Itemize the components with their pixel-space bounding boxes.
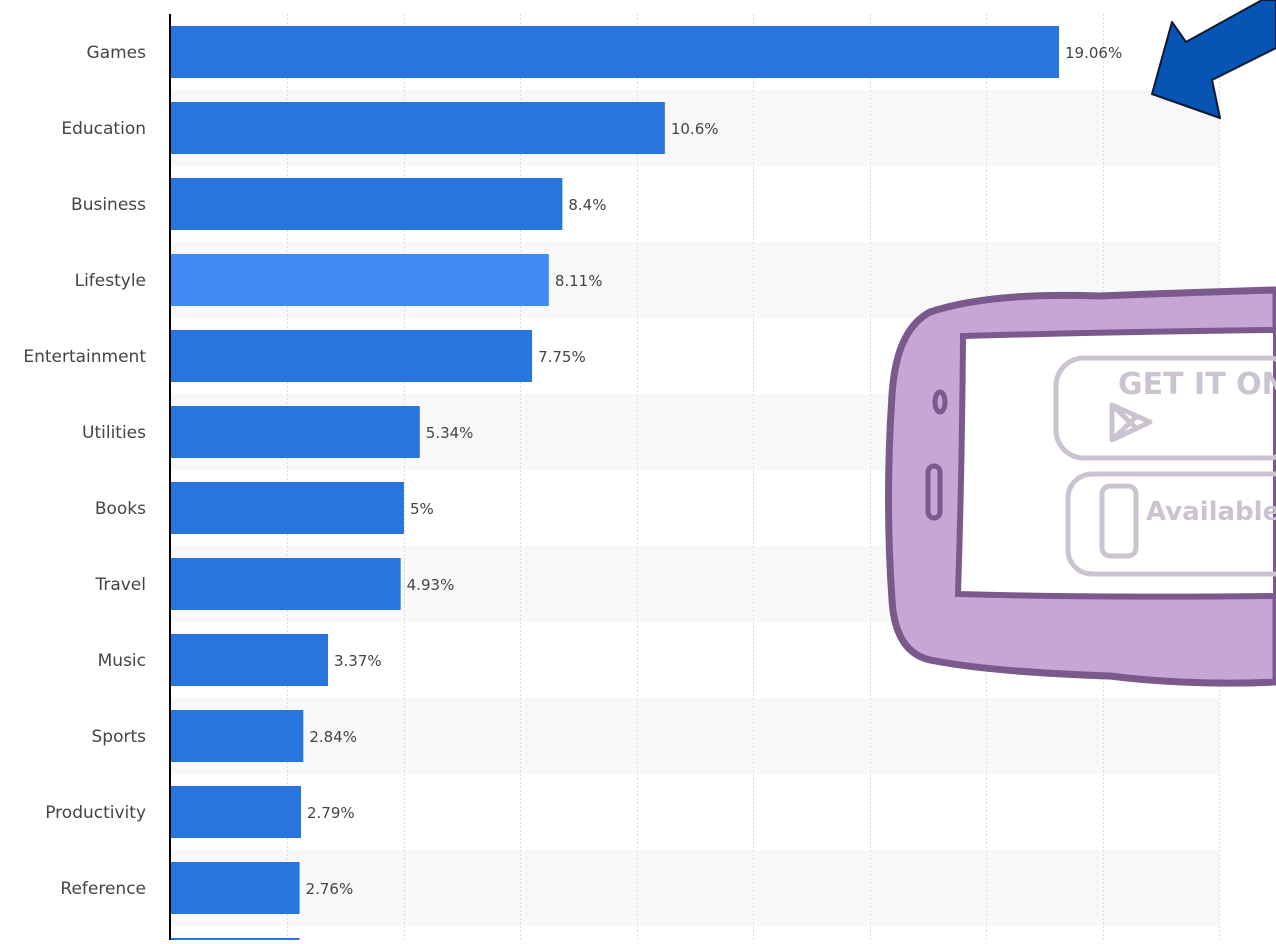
value-label: 10.6% <box>671 120 719 138</box>
bar <box>171 254 549 306</box>
value-label: 8.11% <box>555 272 603 290</box>
value-label: 19.06% <box>1065 44 1122 62</box>
value-label: 5% <box>410 500 434 518</box>
category-label: Business <box>71 195 146 215</box>
bar <box>171 710 303 762</box>
category-labels: Games Education Business Lifestyle Entertain… <box>23 43 146 899</box>
category-label: Music <box>98 651 146 671</box>
value-label: 8.4% <box>568 196 606 214</box>
category-label: Education <box>61 119 146 139</box>
bar <box>171 406 420 458</box>
category-label: Productivity <box>45 803 146 823</box>
category-label: Games <box>87 43 147 63</box>
value-label: 7.75% <box>538 348 586 366</box>
bar <box>171 482 404 534</box>
category-label: Travel <box>94 575 146 595</box>
tablet-illustration: GET IT ON Google Available App Store <box>889 290 1276 683</box>
value-label: 4.93% <box>407 576 455 594</box>
bar <box>171 558 401 610</box>
category-label: Utilities <box>82 423 146 443</box>
pointer-arrow-icon <box>1152 0 1276 118</box>
value-label: 5.34% <box>426 424 474 442</box>
value-label: 3.37% <box>334 652 382 670</box>
category-label: Entertainment <box>23 347 146 367</box>
value-label: 2.79% <box>307 804 355 822</box>
bar <box>171 102 665 154</box>
bar <box>171 786 301 838</box>
category-label: Lifestyle <box>75 271 146 291</box>
apple-badge-text: Available App Store <box>1146 497 1276 527</box>
bar <box>171 330 532 382</box>
bar <box>171 862 300 914</box>
google-badge-text: GET IT ON Google <box>1118 367 1276 402</box>
bar <box>171 178 562 230</box>
value-label: 2.76% <box>306 880 354 898</box>
bar <box>171 26 1059 78</box>
category-label: Sports <box>92 727 147 747</box>
category-label: Books <box>95 499 146 519</box>
bar <box>171 634 328 686</box>
category-label: Reference <box>60 879 146 899</box>
value-label: 2.84% <box>309 728 357 746</box>
